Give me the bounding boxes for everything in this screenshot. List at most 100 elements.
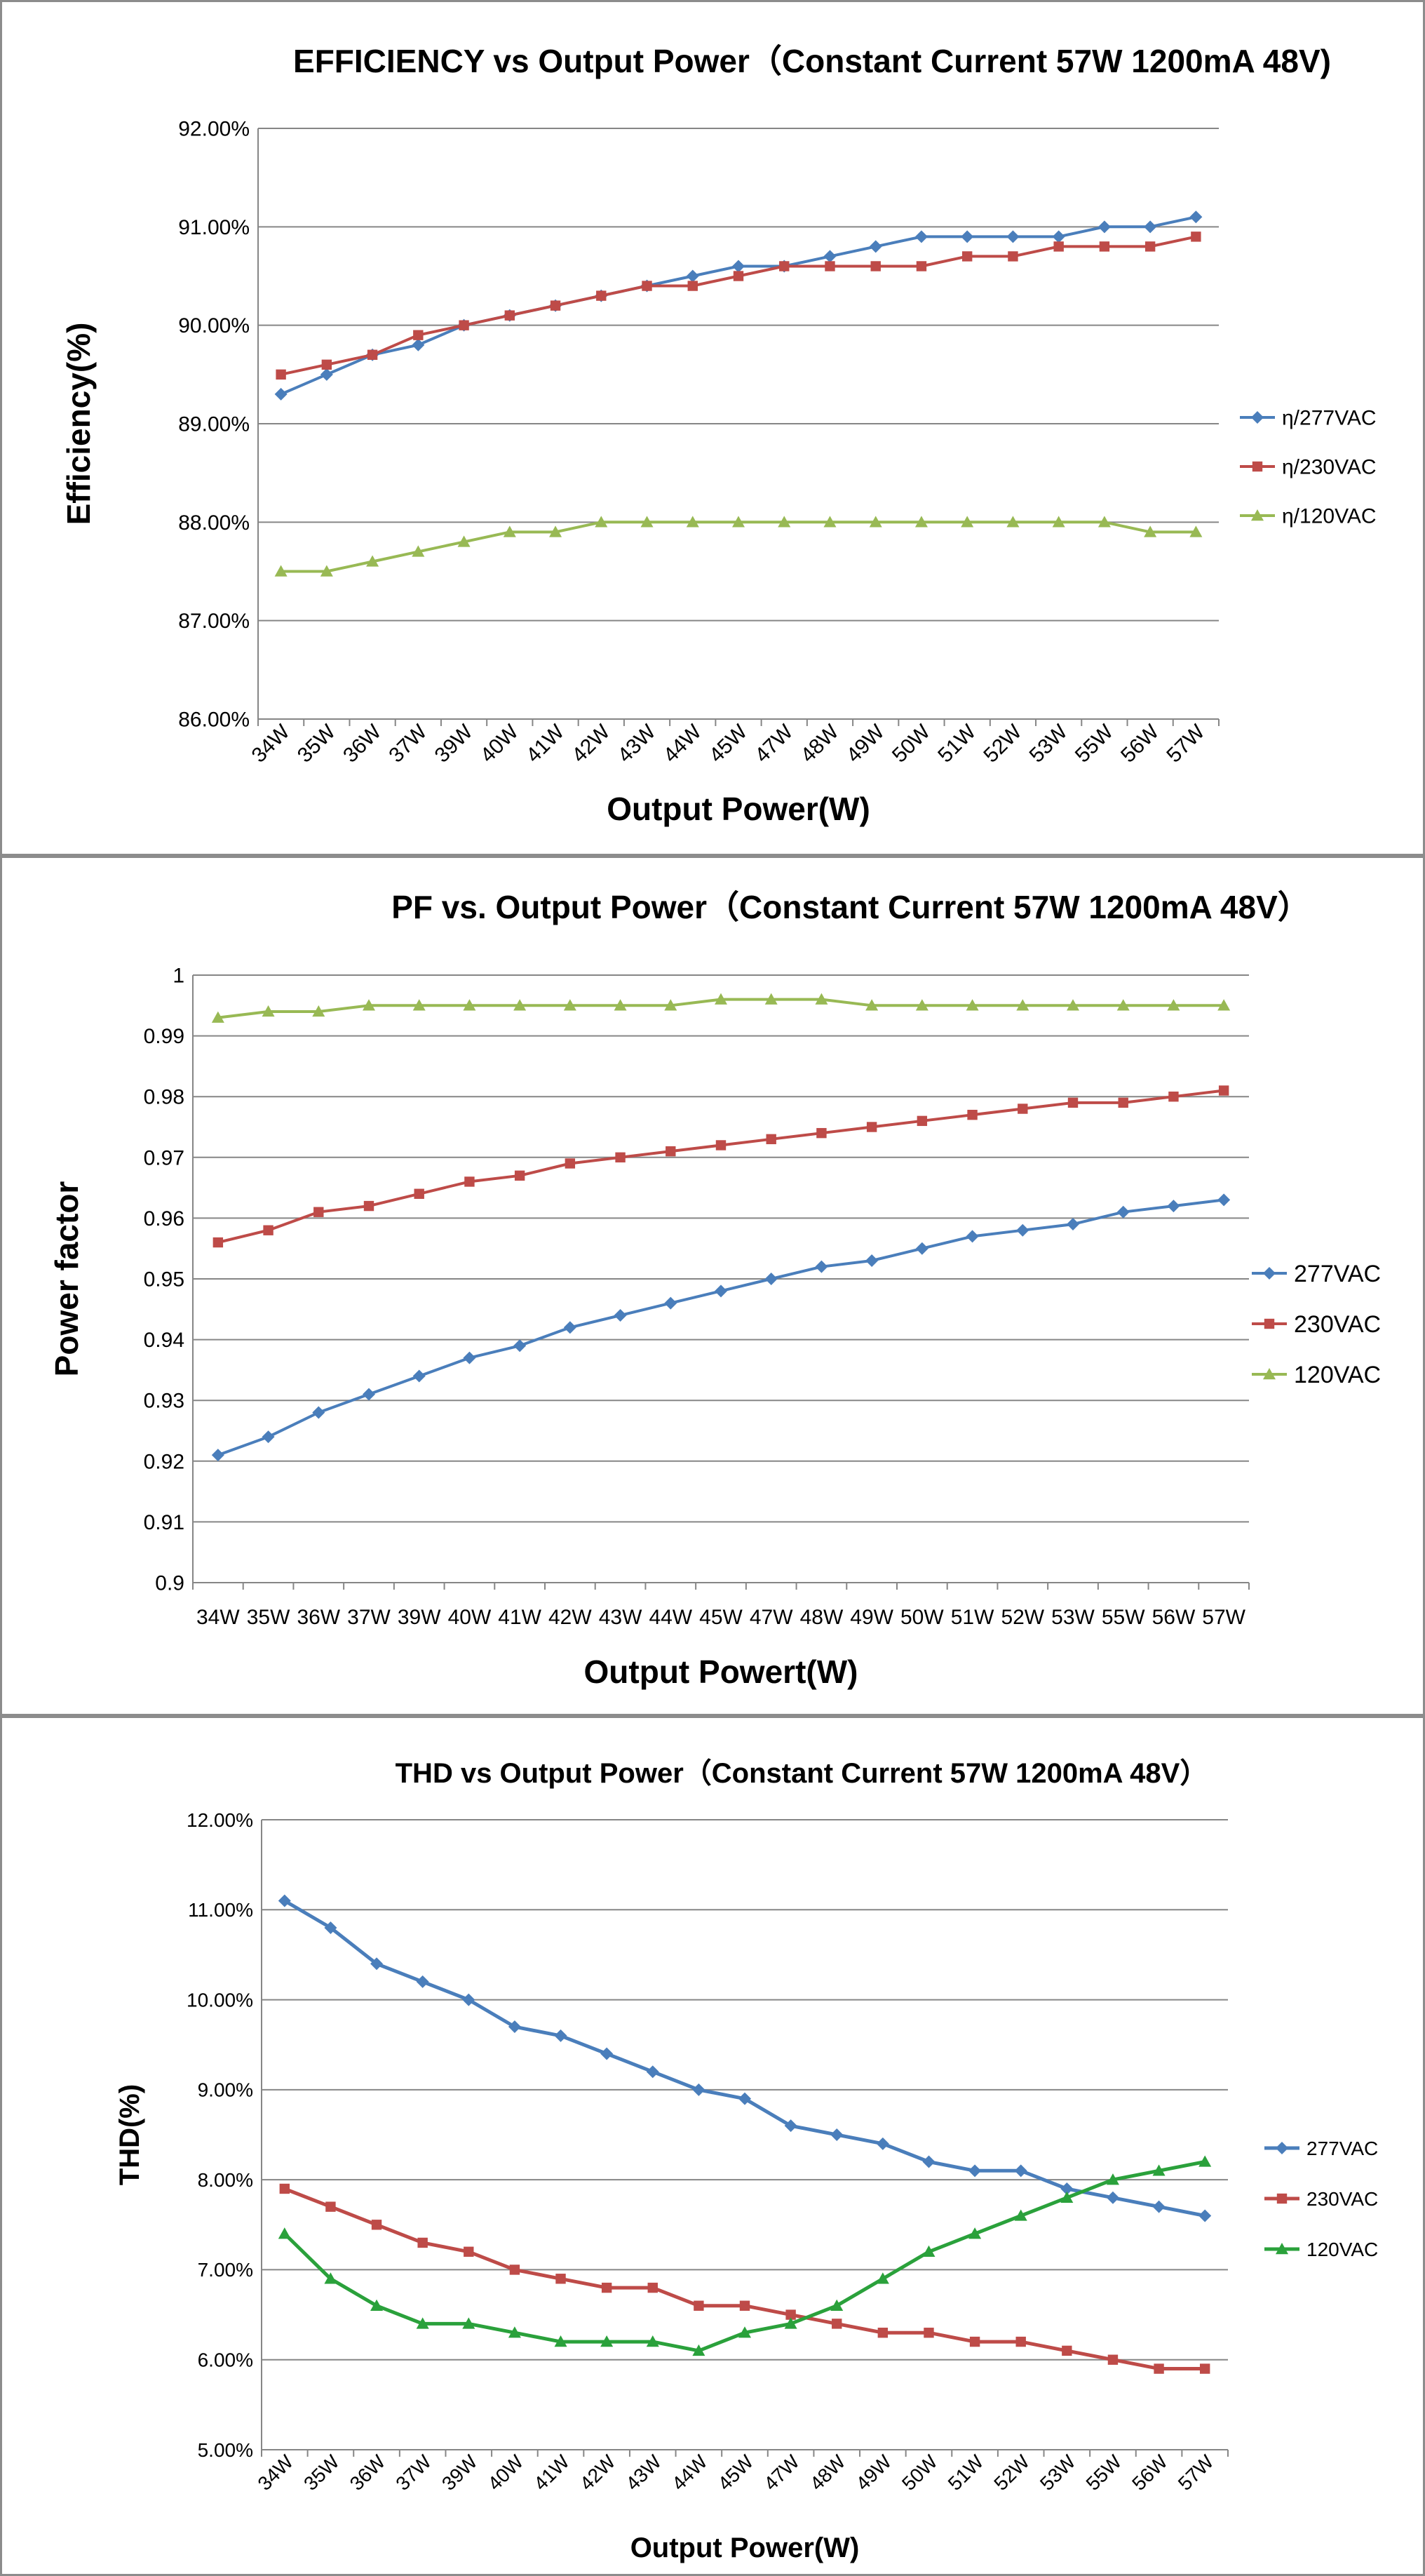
- x-tick-label: 48W: [800, 1606, 844, 1629]
- data-point: [869, 516, 882, 528]
- y-tick-label: 0.98: [144, 1086, 184, 1109]
- x-tick-label: 41W: [529, 2450, 574, 2495]
- data-point: [1167, 999, 1180, 1011]
- data-point: [211, 1011, 224, 1023]
- data-point: [312, 1406, 325, 1419]
- x-tick-label: 51W: [933, 720, 980, 767]
- series-line-2: [281, 235, 1196, 376]
- data-point: [969, 2336, 980, 2347]
- x-tick-label: 43W: [599, 1606, 642, 1629]
- power-factor-chart-panel: PF vs. Output Power（Constant Current 57W…: [0, 856, 1425, 1716]
- data-point: [1015, 2336, 1026, 2347]
- y-tick-label: 89.00%: [178, 413, 250, 436]
- data-point: [815, 993, 828, 1005]
- legend-label: 277VAC: [1294, 1261, 1381, 1287]
- data-point: [647, 2282, 658, 2293]
- data-point: [1016, 1223, 1029, 1237]
- data-point: [370, 1957, 384, 1971]
- x-tick-label: 36W: [297, 1606, 340, 1629]
- y-tick-label: 6.00%: [198, 2349, 253, 2371]
- x-tick-label: 55W: [1102, 1606, 1145, 1629]
- x-tick-label: 34W: [196, 1606, 240, 1629]
- data-point: [876, 2137, 889, 2150]
- data-point: [779, 261, 790, 271]
- x-tick-label: 50W: [900, 1606, 944, 1629]
- data-point: [1016, 999, 1029, 1011]
- x-tick-label: 34W: [248, 720, 295, 767]
- x-tick-label: 55W: [1082, 2450, 1126, 2495]
- data-point: [274, 387, 288, 401]
- data-point: [614, 999, 627, 1011]
- data-point: [784, 2317, 797, 2329]
- x-tick-label: 44W: [659, 720, 706, 767]
- data-point: [509, 2265, 520, 2275]
- data-point: [686, 516, 699, 528]
- data-point: [1144, 241, 1156, 252]
- x-tick-label: 56W: [1116, 720, 1163, 767]
- x-tick-label: 47W: [750, 1606, 793, 1629]
- y-tick-label: 0.9: [155, 1572, 184, 1595]
- data-point: [738, 2326, 751, 2338]
- data-point: [766, 1134, 776, 1145]
- data-point: [816, 1127, 827, 1139]
- data-point: [915, 999, 928, 1011]
- data-point: [416, 1975, 429, 1988]
- x-tick-label: 57W: [1202, 1606, 1245, 1629]
- data-point: [263, 1225, 273, 1235]
- x-tick-label: 57W: [1162, 720, 1209, 767]
- data-point: [412, 999, 426, 1011]
- legend-marker: [1263, 1368, 1276, 1380]
- data-point: [1144, 220, 1157, 234]
- data-point: [692, 2083, 705, 2096]
- x-tick-label: 41W: [498, 1606, 541, 1629]
- data-point: [463, 1351, 476, 1364]
- x-tick-label: 48W: [796, 720, 843, 767]
- x-tick-label: 37W: [384, 720, 431, 767]
- data-point: [1018, 1103, 1028, 1114]
- x-tick-label: 39W: [438, 2450, 482, 2495]
- data-point: [262, 1430, 275, 1444]
- data-point: [211, 1449, 224, 1462]
- data-point: [366, 555, 379, 567]
- data-point: [966, 1230, 979, 1243]
- chart-title: PF vs. Output Power（Constant Current 57W…: [391, 889, 1310, 925]
- y-tick-label: 12.00%: [187, 1809, 253, 1831]
- power-factor-chart: PF vs. Output Power（Constant Current 57W…: [48, 889, 1381, 1690]
- data-point: [504, 310, 515, 321]
- data-point: [549, 525, 562, 537]
- x-tick-label: 47W: [759, 2450, 804, 2495]
- data-point: [417, 2237, 428, 2248]
- data-point: [914, 230, 928, 243]
- data-point: [785, 2309, 796, 2320]
- x-tick-label: 45W: [699, 1606, 743, 1629]
- x-tick-label: 53W: [1051, 1606, 1095, 1629]
- data-point: [715, 1284, 727, 1298]
- chart-title: EFFICIENCY vs Output Power（Constant Curr…: [293, 43, 1331, 79]
- x-tick-label: 44W: [668, 2450, 712, 2495]
- x-axis-label: Output Power(W): [630, 2533, 860, 2563]
- data-point: [815, 1260, 828, 1273]
- x-tick-label: 49W: [851, 2450, 896, 2495]
- y-axis-label: THD(%): [114, 2084, 145, 2185]
- y-tick-label: 11.00%: [188, 1899, 253, 1921]
- x-tick-label: 55W: [1071, 720, 1118, 767]
- data-point: [1106, 2173, 1119, 2185]
- data-point: [513, 1339, 527, 1353]
- data-point: [877, 2328, 889, 2338]
- series-line-2: [283, 2187, 1205, 2370]
- data-point: [325, 2201, 336, 2212]
- data-point: [823, 516, 837, 528]
- y-tick-label: 0.91: [144, 1511, 184, 1534]
- x-tick-label: 43W: [621, 2450, 666, 2495]
- x-tick-label: 53W: [1025, 720, 1072, 767]
- series-line-1: [283, 1899, 1205, 2218]
- legend-label: η/277VAC: [1282, 407, 1377, 430]
- data-point: [961, 516, 974, 528]
- data-point: [1060, 2191, 1074, 2203]
- data-point: [320, 565, 333, 577]
- data-point: [555, 2274, 566, 2284]
- data-point: [1167, 1200, 1180, 1213]
- data-point: [642, 281, 652, 291]
- y-tick-label: 86.00%: [178, 709, 250, 732]
- x-tick-label: 53W: [1036, 2450, 1080, 2495]
